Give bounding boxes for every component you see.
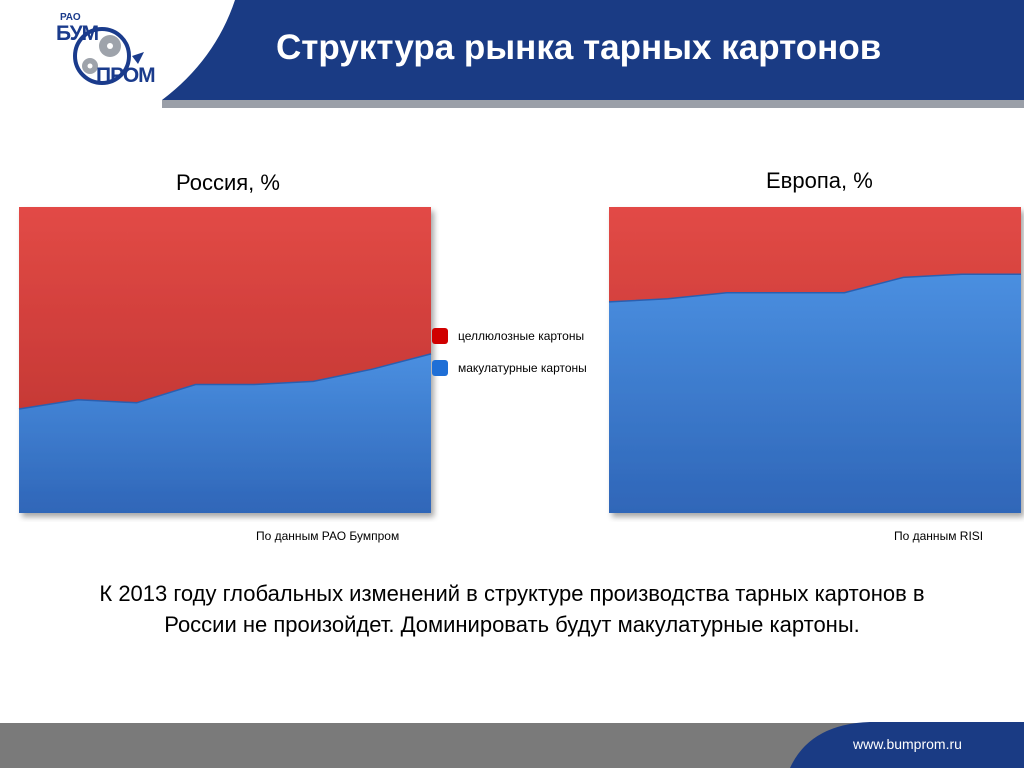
legend-swatch-recycled [432,360,448,376]
boundary-line [608,273,1021,303]
area-recycled [609,274,1021,513]
legend-item-recycled: макулатурные картоны [432,358,587,378]
chart-europe [608,207,1021,513]
chart-russia [18,207,432,513]
source-europe: По данным RISI [894,529,984,543]
source-russia: По данным РАО Бумпром [256,529,400,543]
boundary-line [18,353,432,410]
footer-banner [0,722,1024,768]
logo-bum-text: БУМ [56,22,99,45]
footer-blue-shape [790,722,1024,768]
header-underline [162,100,1024,108]
footer-url: www.bumprom.ru [853,736,962,752]
header-blue-shape [162,0,1024,100]
legend-swatch-cellulose [432,328,448,344]
page-title: Структура рынка тарных картонов [276,28,882,67]
logo-gear-icon [73,27,144,85]
legend-item-cellulose: целлюлозные картоны [432,326,584,346]
logo-prom-text: ПРОМ [96,64,156,87]
legend-label-cellulose: целлюлозные картоны [458,329,585,343]
logo-rao-text: РАО [60,12,81,23]
header-banner [162,0,1024,108]
legend-label-recycled: макулатурные картоны [458,361,587,375]
chart-title-russia: Россия, % [176,170,280,195]
area-recycled [19,353,431,513]
chart-title-europe: Европа, % [766,168,873,193]
company-logo: РАО БУМ ПРОМ [50,8,160,98]
conclusion-text: К 2013 году глобальных изменений в струк… [99,581,925,637]
